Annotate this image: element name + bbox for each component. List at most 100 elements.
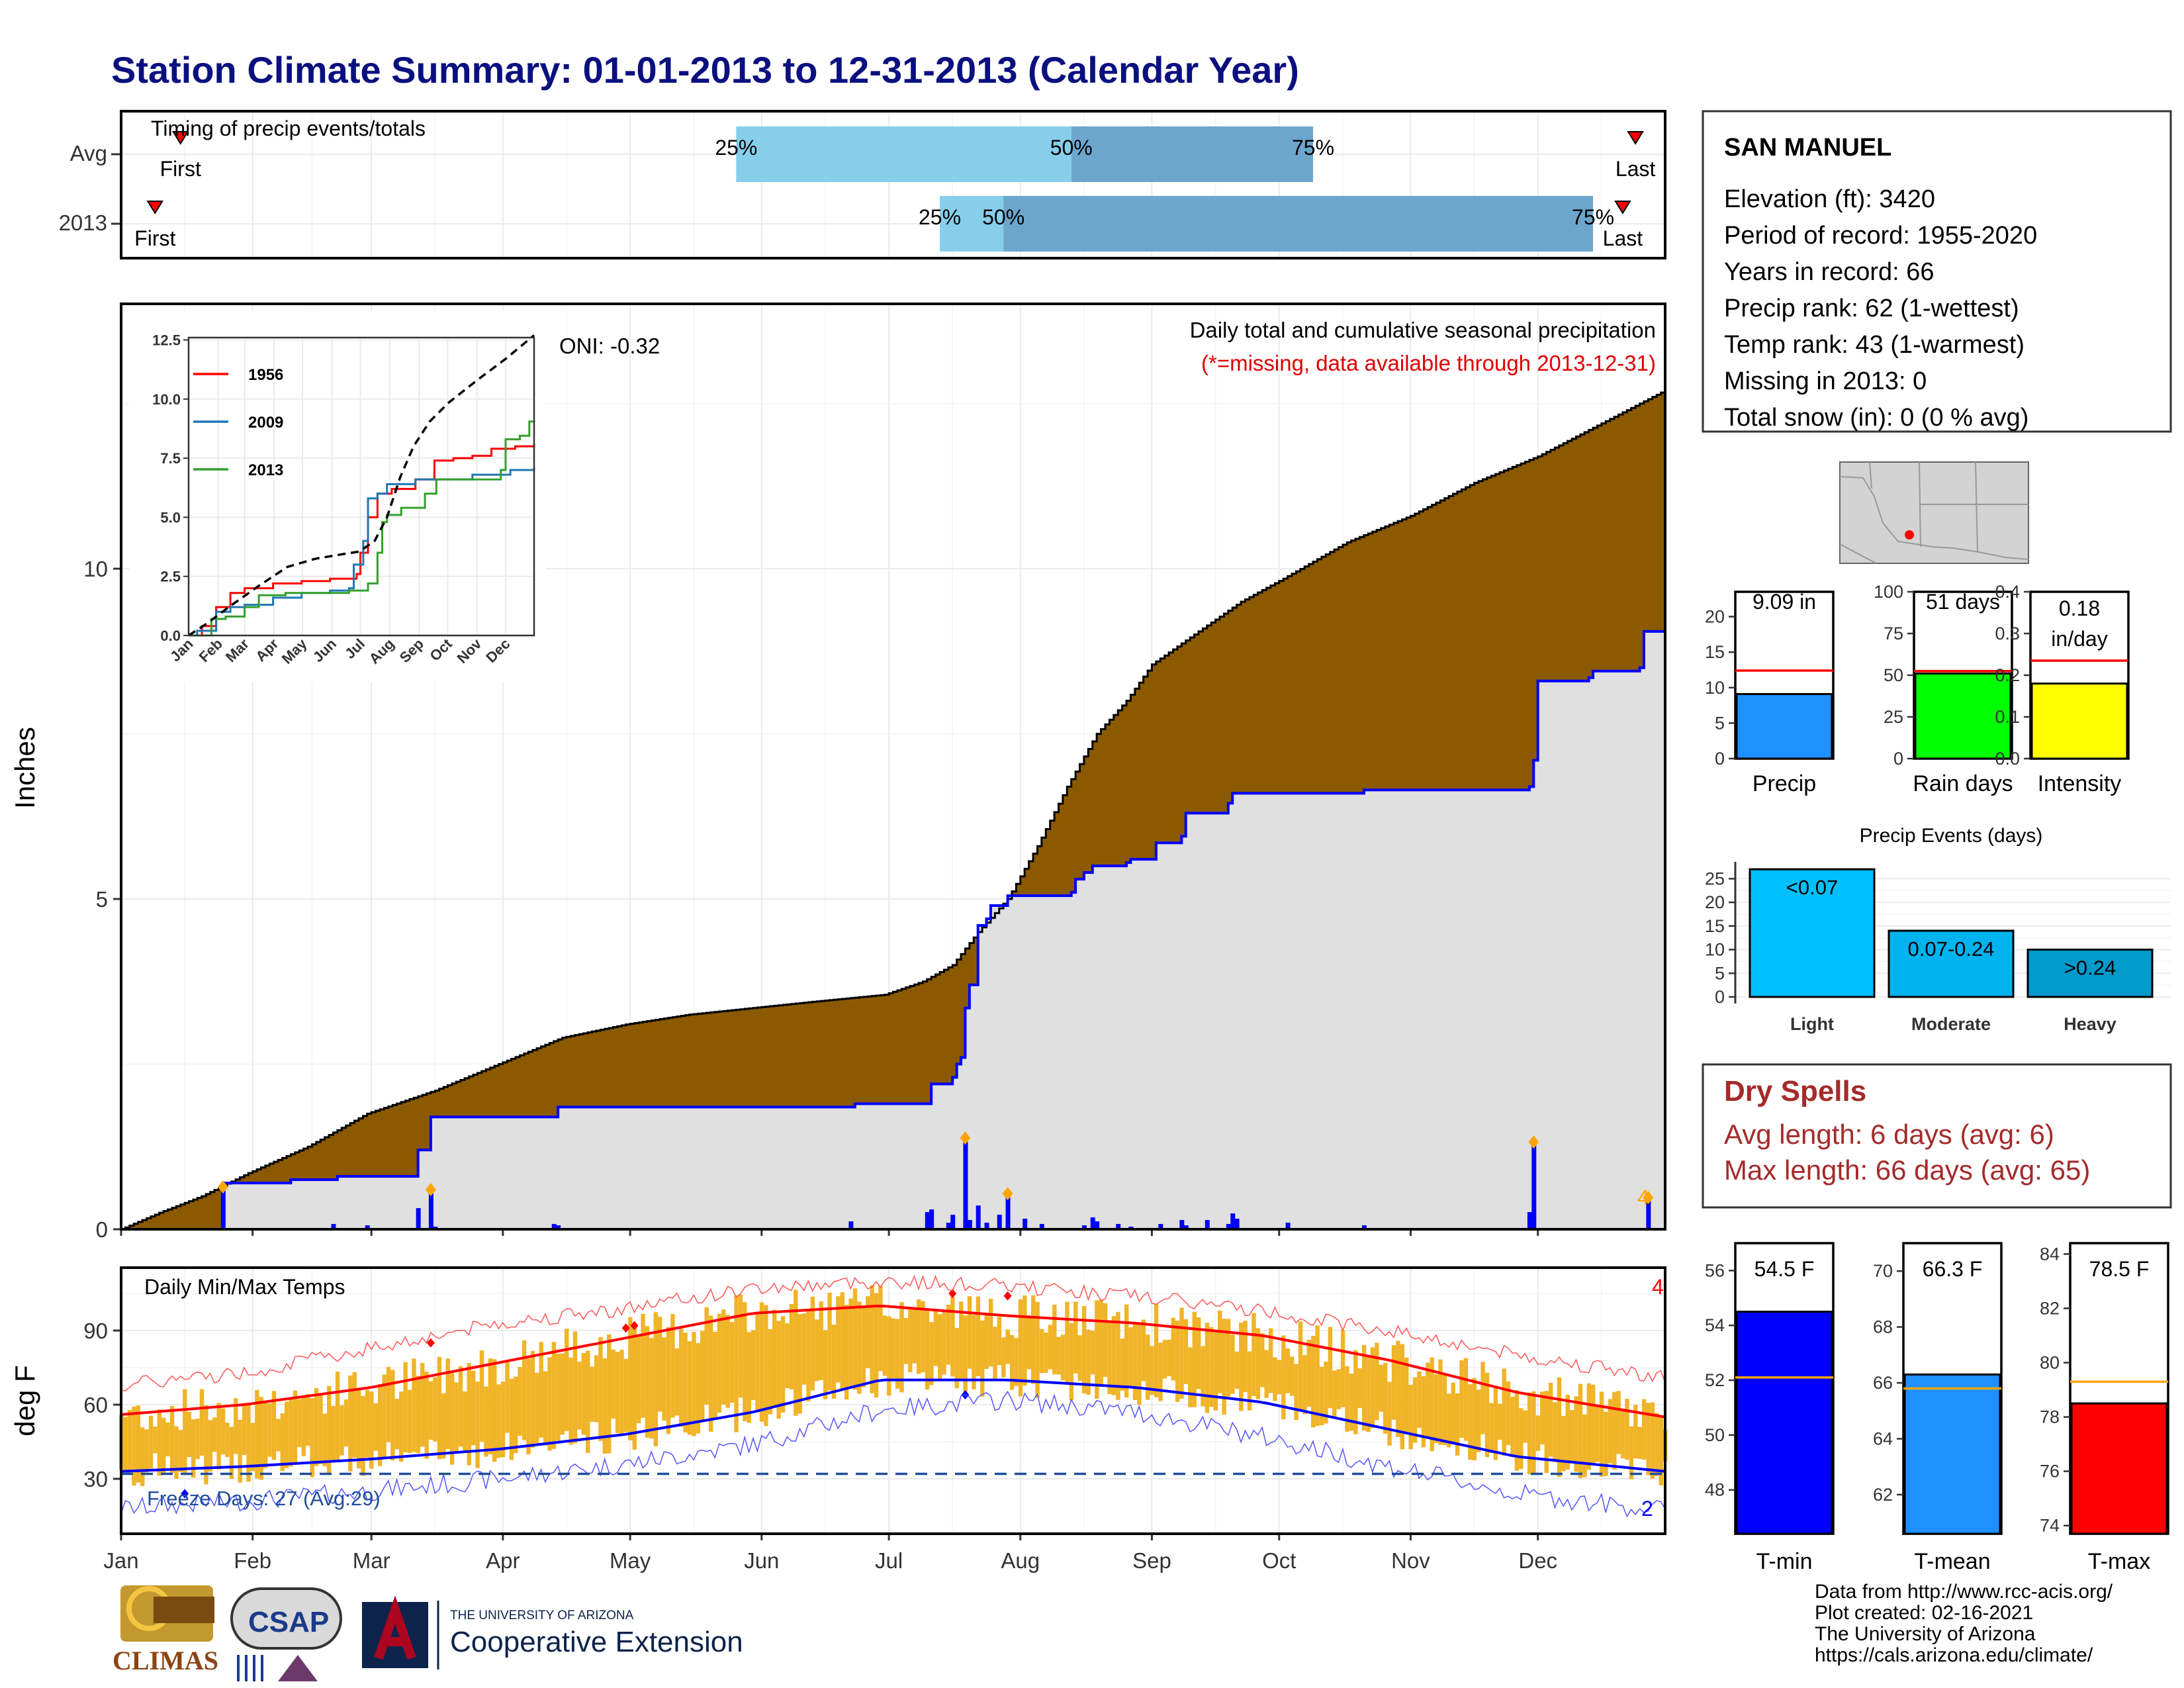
map-frame	[1839, 461, 2029, 564]
summary-bar-value-label: 9.09 in	[1752, 590, 1816, 614]
daily-temp-bar	[980, 1320, 985, 1397]
daily-temp-bar	[1519, 1408, 1524, 1470]
dry-spells-max: Max length: 66 days (avg: 65)	[1724, 1154, 2090, 1186]
daily-temp-bar	[1073, 1301, 1078, 1374]
events-y-tick-label: 15	[1705, 916, 1725, 936]
daily-temp-bar	[1060, 1335, 1066, 1381]
daily-temp-bar	[743, 1302, 747, 1421]
cumulative-2013-line	[121, 628, 1666, 1231]
daily-temp-bar	[195, 1419, 200, 1460]
daily-temp-bar	[577, 1362, 582, 1430]
daily-precip-marker	[425, 1183, 436, 1197]
record-min-marker	[181, 1489, 189, 1499]
record-max-marker	[1003, 1291, 1012, 1301]
inset-y-tick-label: 2.5	[160, 569, 181, 585]
daily-temp-bar	[479, 1350, 484, 1442]
daily-temp-bar	[293, 1390, 298, 1464]
csap-logo: CSAP	[230, 1587, 342, 1681]
climas-logo-land	[154, 1597, 214, 1623]
daily-temp-bar	[1014, 1338, 1019, 1386]
daily-temp-bar	[768, 1329, 773, 1415]
daily-temp-bar	[598, 1336, 603, 1441]
daily-precip-bar	[976, 1205, 981, 1229]
daily-precip-bar	[984, 1223, 989, 1229]
daily-temp-bar	[1506, 1381, 1511, 1445]
temp-x-tick-label: Dec	[1518, 1548, 1557, 1573]
daily-precip-marker	[1528, 1135, 1539, 1149]
locator-map	[1839, 461, 2029, 564]
temp-bar-tick-label: 80	[2040, 1353, 2060, 1373]
summary-bar-category: Intensity	[2038, 771, 2122, 796]
timing-label-75: 75%	[1572, 205, 1614, 229]
precip-extreme-count: 4	[1637, 1186, 1649, 1209]
summary-bar-tick-label: 0.2	[1995, 665, 2020, 685]
daily-temp-bar	[895, 1319, 900, 1389]
daily-temp-bar	[848, 1298, 853, 1387]
temp-bar-tick-label: 82	[2040, 1298, 2060, 1318]
summary-bar-value-label2: in/day	[2051, 627, 2107, 651]
station-missing: Missing in 2013: 0	[1724, 367, 1927, 395]
daily-temp-bar	[1629, 1426, 1634, 1479]
temp-bar-t-min	[1735, 1311, 1833, 1535]
daily-temp-bar	[882, 1315, 887, 1376]
temp-bar-tick-label: 62	[1873, 1485, 1893, 1505]
daily-temp-bar	[1247, 1351, 1252, 1411]
daily-temp-bar	[500, 1382, 506, 1458]
daily-temp-bar	[1077, 1335, 1082, 1381]
daily-temp-bar	[1023, 1295, 1027, 1386]
daily-temp-bar	[267, 1403, 272, 1457]
inset-line-1956	[189, 444, 535, 637]
daily-precip-bar	[950, 1215, 956, 1229]
daily-temp-bar	[810, 1296, 815, 1391]
daily-temp-bar	[1319, 1366, 1324, 1426]
daily-temp-bar	[1408, 1385, 1413, 1450]
precip-y-tick-label: 10	[83, 557, 108, 581]
events-y-tick-label: 0	[1715, 987, 1725, 1007]
daily-temp-bar	[433, 1377, 437, 1442]
daily-temp-bar	[556, 1353, 561, 1441]
temperature-summary-bars: 54.5 F 48 50 52 54 56 T-min 66.3 F 62 64 66 68 70 T-m…	[1705, 1242, 2169, 1574]
daily-temp-bar	[674, 1348, 680, 1416]
daily-temp-bar	[518, 1366, 522, 1436]
daily-temp-bar	[310, 1398, 314, 1477]
daily-temp-bar	[708, 1315, 713, 1432]
summary-bar-tick-label: 75	[1884, 624, 1903, 643]
daily-temp-bar	[449, 1373, 455, 1465]
daily-temp-bar	[870, 1285, 874, 1393]
daily-temp-bar	[1009, 1335, 1015, 1390]
daily-temp-bar	[891, 1318, 895, 1379]
summary-bar-tick-label: 0.0	[1995, 749, 2020, 769]
daily-temp-bar	[1379, 1364, 1383, 1412]
daily-precip-bar	[428, 1191, 433, 1229]
timing-title: Timing of precip events/totals	[151, 117, 426, 140]
daily-temp-bar	[522, 1340, 527, 1440]
daily-temp-bar	[1641, 1399, 1647, 1460]
daily-temp-bar	[148, 1415, 154, 1469]
daily-temp-bar	[1230, 1335, 1235, 1394]
timing-label-last: Last	[1603, 226, 1643, 250]
timing-label-first: First	[134, 226, 175, 250]
daily-temp-bar	[1192, 1311, 1197, 1407]
precip-panel-header: Daily total and cumulative seasonal prec…	[1190, 318, 1656, 342]
daily-temp-bar	[407, 1389, 412, 1454]
daily-precip-bar	[331, 1224, 336, 1229]
daily-temp-bar	[169, 1405, 175, 1473]
daily-temp-bar	[1451, 1382, 1455, 1442]
timing-label-25: 25%	[919, 205, 961, 229]
inset-bg	[129, 311, 546, 682]
daily-temp-bar	[1222, 1319, 1226, 1415]
daily-temp-bar	[234, 1398, 238, 1454]
daily-temp-bar	[1387, 1382, 1392, 1446]
map-coast	[1839, 543, 1877, 564]
inset-y-tick-label: 7.5	[160, 450, 181, 467]
daily-temp-bar	[373, 1403, 378, 1451]
daily-temp-bar	[535, 1372, 539, 1445]
daily-temp-bar	[623, 1358, 629, 1432]
temp-bar-tick-label: 54	[1705, 1315, 1725, 1335]
daily-temp-bar	[976, 1296, 981, 1377]
daily-temp-bar	[1205, 1323, 1210, 1413]
record-min-line	[120, 1390, 1666, 1518]
daily-temp-bar	[1289, 1356, 1295, 1396]
daily-temp-bar	[1179, 1307, 1184, 1399]
daily-temp-bar	[280, 1413, 285, 1472]
